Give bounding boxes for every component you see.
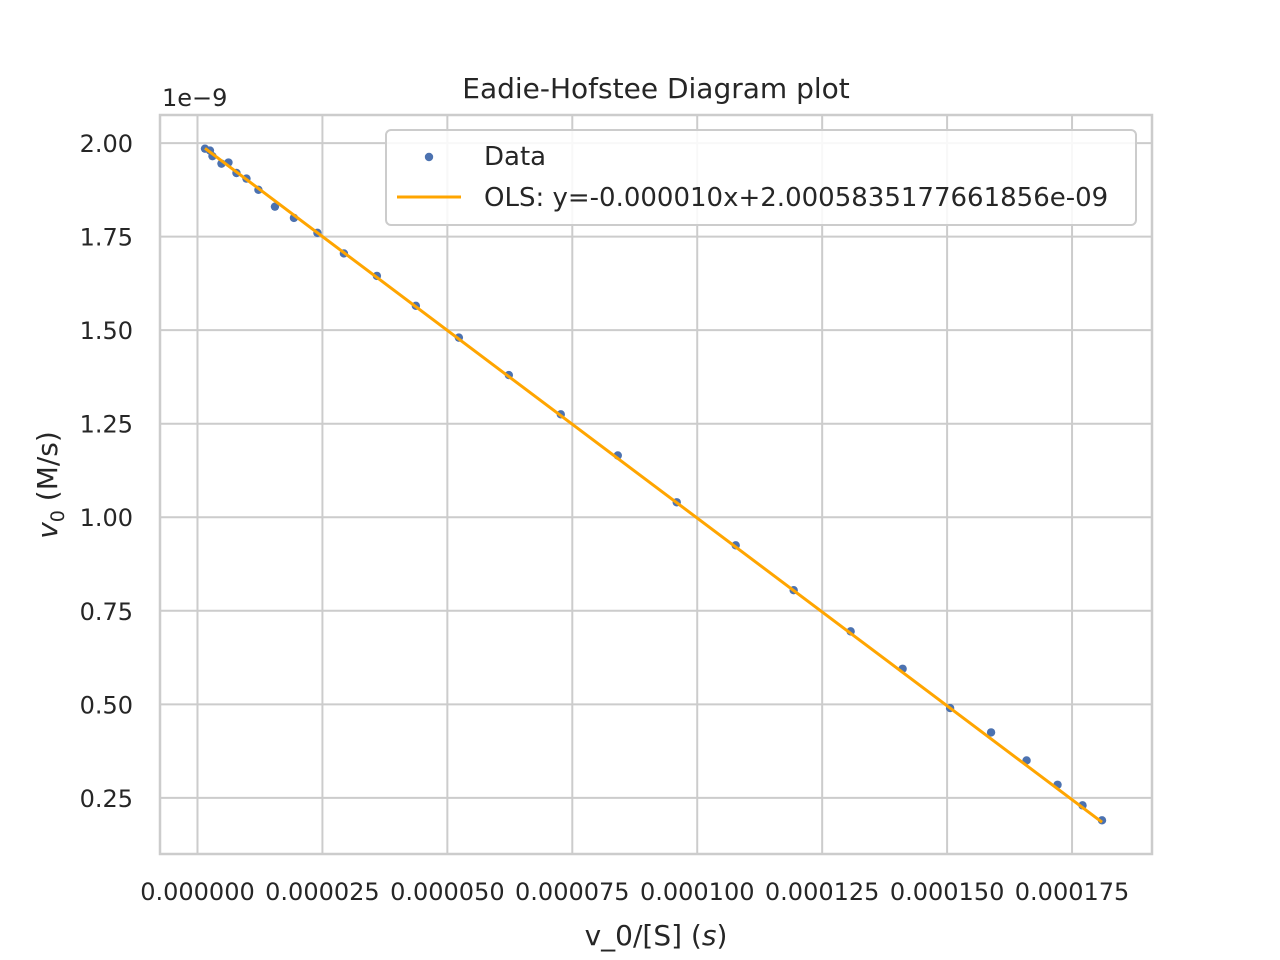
x-tick-label: 0.000100 [640,878,755,906]
y-tick-label: 2.00 [80,130,133,158]
x-tick-label: 0.000150 [890,878,1005,906]
y-tick-label: 1.25 [80,411,133,439]
axes-frame [158,113,1154,856]
y-axis-label: v0 (M/s) [31,431,69,539]
y-tick-label: 0.75 [80,598,133,626]
data-point [986,728,996,737]
legend-label-data: Data [484,142,546,172]
y-tick-label: 1.75 [80,224,133,252]
ols-fit-line [204,147,1103,824]
x-tick-labels: 0.000000 0.000025 0.000050 0.000075 0.000100… [140,878,1129,906]
x-tick-label: 0.000000 [140,878,255,906]
legend: Data OLS: y=-0.000010x+2.0005835177661856… [385,129,1137,226]
plot-area [200,144,1107,825]
y-tick-labels: 0.25 0.50 0.75 1.00 1.25 1.50 1.75 2.00 [80,130,133,813]
y-tick-label: 1.00 [80,504,133,532]
legend-label-ols: OLS: y=-0.000010x+2.0005835177661856e-09 [484,183,1108,213]
legend-marker-data [424,152,434,162]
x-tick-label: 0.000175 [1015,878,1130,906]
y-tick-label: 0.25 [80,785,133,813]
legend-box [385,129,1137,226]
y-tick-label: 0.50 [80,691,133,719]
chart-title: Eadie-Hofstee Diagram plot [462,72,849,105]
x-tick-label: 0.000075 [515,878,630,906]
x-tick-label: 0.000125 [765,878,880,906]
x-axis-label: v_0/[S] (s) [585,919,728,952]
x-tick-label: 0.000050 [390,878,505,906]
y-offset-text: 1e−9 [162,84,227,112]
data-point [270,202,280,211]
x-tick-label: 0.000025 [265,878,380,906]
y-tick-label: 1.50 [80,317,133,345]
grid [160,115,1152,854]
